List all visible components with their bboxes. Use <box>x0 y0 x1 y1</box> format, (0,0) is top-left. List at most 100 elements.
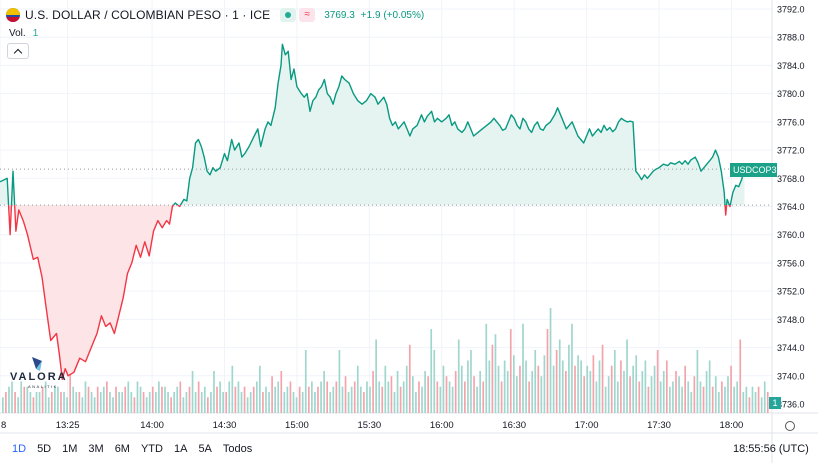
volume-bar <box>641 371 644 413</box>
volume-bar <box>546 329 549 413</box>
volume-bar <box>564 371 567 413</box>
volume-bar <box>75 392 78 413</box>
volume-bar <box>265 386 267 413</box>
volume-bar <box>534 350 537 413</box>
logo-text: VALORA <box>10 371 68 383</box>
volume-bar <box>537 365 540 413</box>
volume-bar <box>222 392 224 413</box>
volume-bar <box>549 308 552 413</box>
volume-bar <box>102 386 105 413</box>
volume-bar <box>78 392 81 413</box>
volume-bar <box>491 344 494 413</box>
volume-bar <box>610 365 613 413</box>
data-problem-icon[interactable]: ≈ <box>299 8 316 22</box>
volume-bar <box>457 339 460 413</box>
volume-bar <box>460 365 463 413</box>
volume-bar <box>188 386 191 413</box>
volume-bar <box>522 323 524 413</box>
timeframe-5a[interactable]: 5A <box>198 443 212 455</box>
volume-bar <box>167 392 169 413</box>
volume-bar <box>121 392 124 413</box>
volume-bar <box>335 381 338 413</box>
area-fill-below-baseline <box>8 205 731 380</box>
y-tick-label: 3740.0 <box>777 371 805 381</box>
volume-bar <box>93 397 96 413</box>
volume-bar <box>415 392 417 413</box>
volume-bar <box>274 386 277 413</box>
volume-bar <box>574 365 576 413</box>
volume-bar <box>20 381 23 413</box>
volume-bar <box>693 376 696 413</box>
volume-bar <box>580 360 582 413</box>
utc-clock[interactable]: 18:55:56 (UTC) <box>733 443 809 455</box>
volume-bar <box>338 350 341 413</box>
volume-bar <box>317 386 319 413</box>
volume-bar <box>424 371 426 413</box>
volume-bar <box>635 355 638 413</box>
symbol-title[interactable]: U.S. DOLLAR / COLOMBIAN PESO · 1 · ICE <box>25 8 271 22</box>
volume-bar <box>323 371 325 413</box>
volume-bar <box>246 397 249 413</box>
timeframe-1m[interactable]: 1M <box>62 443 78 455</box>
volume-bar <box>470 350 472 413</box>
volume-bar <box>298 386 301 413</box>
volume-bar <box>589 371 592 413</box>
volume-bar <box>72 386 75 413</box>
volume-bar <box>531 371 534 413</box>
volume-bar <box>601 344 604 413</box>
volume-bar <box>540 376 543 413</box>
timeframe-5d[interactable]: 5D <box>37 443 52 455</box>
chevron-up-icon <box>13 48 23 57</box>
volume-bar <box>133 397 136 413</box>
volume-bar <box>154 392 157 413</box>
collapse-legend-button[interactable] <box>7 43 29 59</box>
volume-bar <box>451 386 454 413</box>
gear-icon[interactable] <box>783 419 797 433</box>
timeframe-todos[interactable]: Todos <box>222 443 253 455</box>
volume-bar <box>402 381 405 413</box>
volume-bar <box>577 355 579 413</box>
volume-bar <box>742 392 745 413</box>
volume-bar <box>329 392 332 413</box>
area-fill-above-baseline <box>0 44 745 206</box>
timeframe-ytd[interactable]: YTD <box>140 443 163 455</box>
y-tick-label: 3756.0 <box>777 258 805 268</box>
x-tick-label: 13:25 <box>56 420 80 431</box>
volume-bar <box>485 323 488 413</box>
volume-bar <box>29 392 32 413</box>
timeframe-3m[interactable]: 3M <box>88 443 104 455</box>
volume-bar <box>262 392 264 413</box>
volume-bar <box>724 386 726 413</box>
timeframe-selector: 1D 5D 1M 3M 6M YTD 1A 5A Todos <box>12 443 252 455</box>
x-tick-label: 15:30 <box>357 420 381 431</box>
volume-bar <box>194 392 197 413</box>
timeframe-1a[interactable]: 1A <box>173 443 188 455</box>
volume-bar <box>17 397 19 413</box>
volume-bar <box>509 329 512 413</box>
market-open-icon[interactable] <box>280 8 297 22</box>
volume-bar <box>161 386 163 413</box>
volume-bar <box>311 381 313 413</box>
volume-bar <box>213 371 215 413</box>
volume-bar <box>353 381 356 413</box>
volume-bar <box>503 360 506 413</box>
volume-bar <box>216 386 218 413</box>
volume-bar <box>433 350 436 413</box>
volume-bar <box>96 386 99 413</box>
volume-bar <box>739 339 742 413</box>
volume-bar <box>118 392 120 413</box>
volume-bar <box>476 386 478 413</box>
volume-bar <box>200 392 203 413</box>
volume-bar <box>681 386 683 413</box>
volume-bar <box>672 381 674 413</box>
y-tick-label: 3792.0 <box>777 5 805 15</box>
volume-bar <box>665 360 668 413</box>
volume-bar <box>5 392 7 413</box>
volume-bar <box>418 381 420 413</box>
volume-bar <box>445 376 448 413</box>
timeframe-1d[interactable]: 1D <box>12 443 27 455</box>
timeframe-6m[interactable]: 6M <box>114 443 130 455</box>
volume-bar <box>158 381 160 413</box>
y-tick-label: 3780.0 <box>777 89 805 99</box>
